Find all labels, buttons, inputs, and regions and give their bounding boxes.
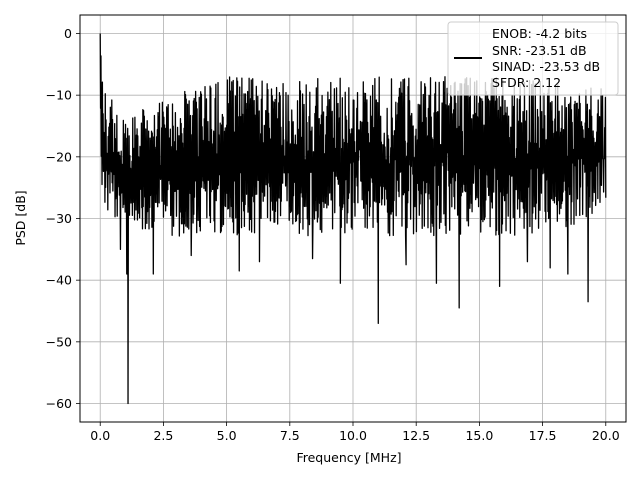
y-tick-label: −10 bbox=[46, 88, 72, 103]
legend-entry-sfdr: SFDR: 2.12 bbox=[492, 75, 561, 90]
y-tick-label: −40 bbox=[46, 273, 72, 288]
y-axis-ticks: 0 −10 −20 −30 −40 −50 −60 bbox=[46, 26, 80, 411]
legend: ENOB: -4.2 bits SNR: -23.51 dB SINAD: -2… bbox=[447, 21, 619, 96]
x-tick-label: 12.5 bbox=[402, 428, 430, 443]
y-tick-label: 0 bbox=[64, 26, 72, 41]
x-tick-label: 2.5 bbox=[153, 428, 173, 443]
y-axis-label: PSD [dB] bbox=[13, 190, 28, 245]
y-tick-label: −30 bbox=[46, 211, 72, 226]
y-tick-label: −50 bbox=[46, 334, 72, 349]
x-tick-label: 20.0 bbox=[592, 428, 620, 443]
x-tick-label: 10.0 bbox=[339, 428, 367, 443]
x-axis-ticks: 0.0 2.5 5.0 7.5 10.0 12.5 15.0 17.5 20.0 bbox=[90, 422, 620, 443]
x-tick-label: 7.5 bbox=[280, 428, 300, 443]
y-tick-label: −20 bbox=[46, 149, 72, 164]
x-axis-label: Frequency [MHz] bbox=[296, 450, 401, 465]
psd-series-line bbox=[99, 33, 607, 405]
legend-box bbox=[447, 21, 619, 96]
plot-area bbox=[99, 33, 607, 405]
legend-entry-sinad: SINAD: -23.53 dB bbox=[492, 59, 600, 74]
x-tick-label: 15.0 bbox=[465, 428, 493, 443]
legend-entry-enob: ENOB: -4.2 bits bbox=[492, 26, 587, 41]
x-tick-label: 0.0 bbox=[90, 428, 110, 443]
legend-entry-snr: SNR: -23.51 dB bbox=[492, 43, 587, 58]
x-tick-label: 5.0 bbox=[217, 428, 237, 443]
y-tick-label: −60 bbox=[46, 396, 72, 411]
x-tick-label: 17.5 bbox=[529, 428, 557, 443]
